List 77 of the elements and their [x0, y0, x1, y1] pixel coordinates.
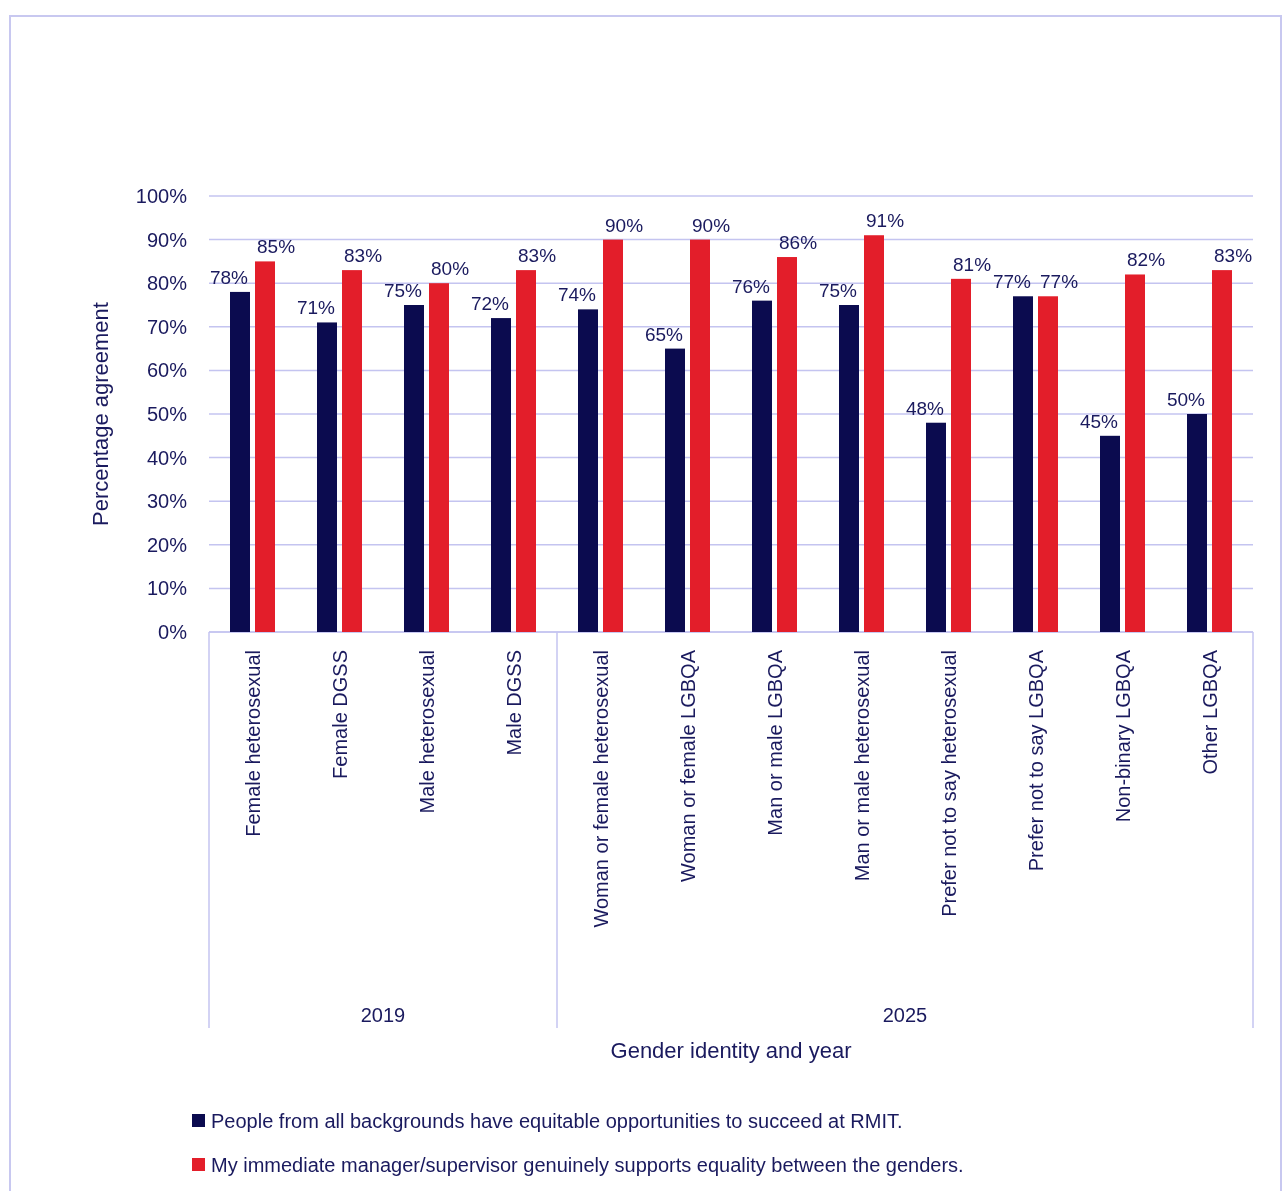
legend-label: People from all backgrounds have equitable opportunities to succeed at RMIT.	[211, 1110, 903, 1132]
bar	[1013, 296, 1033, 632]
data-label: 65%	[644, 323, 684, 345]
y-tick-label: 20%	[146, 533, 188, 556]
x-tick-label: Woman or female LGBQA	[676, 649, 699, 882]
y-tick-label: 0%	[158, 621, 188, 643]
bar	[578, 309, 598, 632]
data-label: 77%	[992, 271, 1032, 293]
bar	[516, 270, 536, 632]
text: 2025	[882, 1004, 928, 1026]
data-label: 48%	[905, 397, 945, 419]
data-label: 90%	[605, 214, 644, 236]
x-tick-label: Female DGSS	[328, 650, 351, 779]
data-label: 77%	[1040, 271, 1079, 293]
bar	[1125, 274, 1145, 632]
bar	[752, 300, 772, 632]
x-tick-label: Non-binary LGBQA	[1111, 649, 1134, 823]
data-label: 75%	[383, 280, 423, 301]
y-tick-label: 40%	[146, 446, 188, 469]
bar	[1212, 270, 1232, 632]
bar	[951, 278, 971, 632]
x-tick-label: Male DGSS	[502, 650, 525, 756]
y-tick-label: 10%	[146, 577, 188, 600]
x-tick-label: Man or male heterosexual	[850, 650, 873, 882]
bar	[665, 348, 685, 632]
x-tick-label: Prefer not to say LGBQA	[1024, 649, 1047, 872]
legend-label: My immediate manager/supervisor genuinely supports equality between the genders.	[211, 1154, 964, 1176]
y-tick-label: 80%	[146, 272, 188, 295]
y-tick-label: 60%	[146, 359, 188, 382]
bar	[777, 257, 797, 632]
data-label: 74%	[557, 284, 597, 306]
data-label: 91%	[866, 210, 905, 232]
bar	[1100, 435, 1120, 632]
data-label: 85%	[257, 236, 296, 258]
bar	[404, 305, 424, 632]
text: 2019	[360, 1004, 406, 1026]
data-label: 86%	[779, 232, 818, 254]
data-label: 81%	[953, 253, 992, 275]
data-label: 83%	[518, 245, 557, 267]
x-tick-label: Male heterosexual	[415, 650, 438, 814]
data-label: 78%	[209, 266, 249, 288]
data-label: 50%	[1166, 389, 1206, 410]
bar	[429, 283, 449, 632]
data-label: 75%	[818, 280, 858, 301]
y-tick-label: 90%	[146, 228, 188, 251]
bar	[342, 270, 362, 632]
bar	[690, 239, 710, 632]
data-label: 72%	[470, 293, 510, 315]
y-tick-label: 100%	[135, 185, 188, 207]
bar	[255, 261, 275, 632]
x-tick-label: Woman or female heterosexual	[589, 650, 612, 928]
x-tick-label: Prefer not to say heterosexual	[937, 650, 960, 917]
data-label: 45%	[1079, 410, 1119, 432]
y-tick-label: 70%	[146, 315, 188, 338]
y-tick-label: 50%	[146, 403, 188, 425]
bar	[864, 235, 884, 632]
data-label: 80%	[431, 258, 470, 280]
data-label: 83%	[344, 245, 383, 267]
y-tick-label: 30%	[146, 490, 188, 513]
bar	[491, 318, 511, 632]
bar	[1038, 296, 1058, 632]
data-label: 82%	[1127, 249, 1166, 271]
bar	[230, 291, 250, 632]
data-label: 83%	[1214, 245, 1253, 267]
bar	[926, 422, 946, 632]
x-tick-label: Man or male LGBQA	[763, 649, 786, 836]
data-label: 90%	[692, 214, 731, 236]
text: Gender identity and year	[610, 1038, 852, 1063]
y-axis-title: Percentage agreement	[88, 302, 113, 526]
bar	[1187, 414, 1207, 632]
x-tick-label: Other LGBQA	[1198, 649, 1221, 775]
bar	[839, 305, 859, 632]
bar	[603, 239, 623, 632]
data-label: 76%	[731, 275, 771, 297]
x-tick-label: Female heterosexual	[241, 650, 264, 837]
bar	[317, 322, 337, 632]
data-label: 71%	[296, 297, 336, 319]
